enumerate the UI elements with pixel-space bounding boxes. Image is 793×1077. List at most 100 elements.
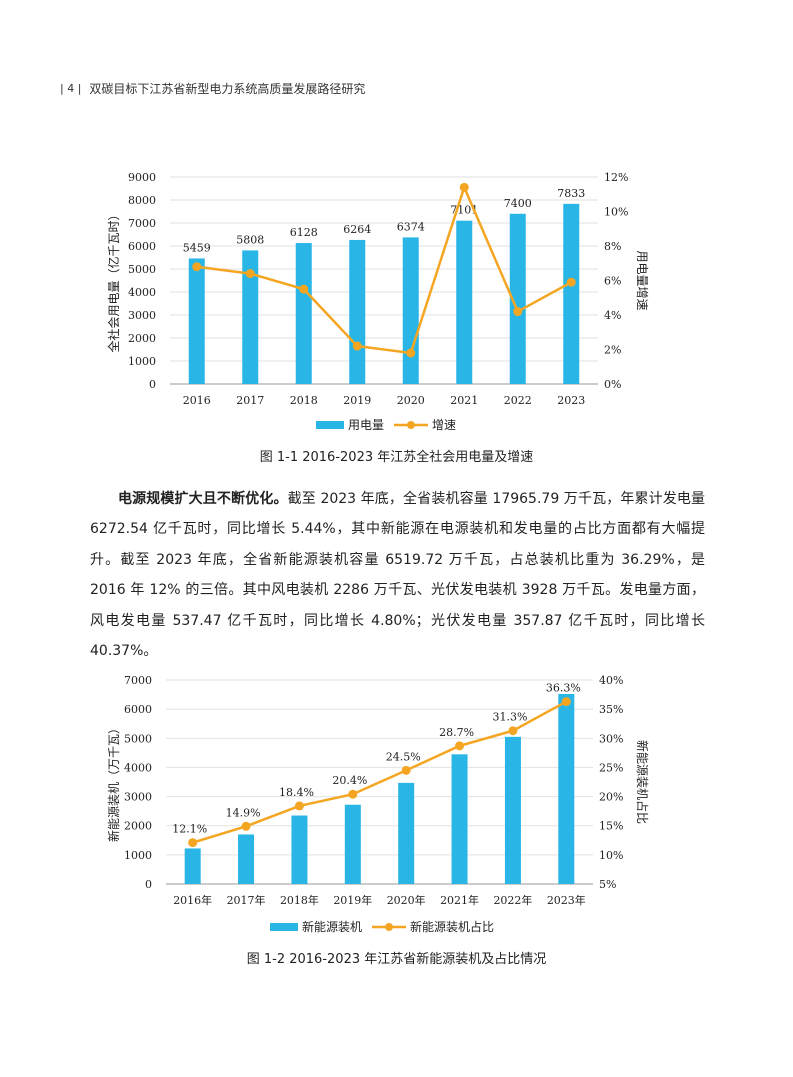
y-tick-label: 3000: [124, 791, 152, 804]
bar: [456, 220, 473, 384]
bar: [295, 243, 312, 384]
x-tick-label: 2016年: [173, 893, 212, 907]
y-tick-label: 7000: [128, 217, 156, 230]
line-point: [561, 697, 571, 707]
y-right-tick-label: 30%: [599, 732, 623, 745]
y-right-tick-label: 5%: [599, 878, 616, 891]
bar-data-label: 5808: [236, 233, 264, 246]
y-tick-label: 7000: [124, 674, 152, 687]
bar: [349, 239, 366, 384]
bar: [242, 250, 259, 384]
legend-label-bar: 新能源装机: [302, 919, 362, 934]
line-data-label: 36.3%: [546, 682, 581, 695]
bar-data-label: 6374: [397, 220, 425, 233]
bar: [398, 782, 415, 884]
line-point: [192, 262, 202, 272]
legend-label-bar: 用电量: [348, 418, 384, 432]
line-data-label: 28.7%: [439, 726, 474, 739]
bar: [563, 203, 580, 384]
line-data-label: 14.9%: [226, 806, 261, 819]
running-header: | 4 | 双碳目标下江苏省新型电力系统高质量发展路径研究: [60, 78, 365, 98]
x-tick-label: 2018: [290, 394, 318, 407]
y-right-tick-label: 10%: [604, 206, 628, 219]
paragraph-text: 截至 2023 年底，全省装机容量 17965.79 万千瓦，年累计发电量 62…: [90, 491, 706, 660]
legend-swatch-marker: [385, 923, 393, 931]
line-point: [459, 182, 469, 192]
y-right-tick-label: 4%: [604, 309, 621, 322]
y-tick-label: 0: [149, 378, 156, 391]
y-right-tick-label: 0%: [604, 378, 621, 391]
line-data-label: 18.4%: [279, 786, 314, 799]
y-tick-label: 5000: [124, 732, 152, 745]
paragraph-lead: 电源规模扩大且不断优化。: [118, 491, 288, 507]
y-tick-label: 4000: [124, 761, 152, 774]
x-tick-label: 2023: [557, 394, 585, 407]
y-right-tick-label: 12%: [604, 171, 628, 184]
x-tick-label: 2019年: [333, 893, 372, 907]
y-tick-label: 9000: [128, 171, 156, 184]
y-tick-label: 0: [145, 878, 152, 891]
y-right-tick-label: 40%: [599, 674, 623, 687]
legend-swatch-bar: [316, 421, 344, 429]
line-point: [188, 838, 198, 848]
y-right-tick-label: 25%: [599, 761, 623, 774]
figure-2-caption: 图 1-2 2016-2023 年江苏省新能源装机及占比情况: [246, 952, 547, 967]
bar: [402, 237, 419, 384]
bar: [291, 815, 308, 884]
y-right-tick-label: 6%: [604, 275, 621, 288]
bar: [344, 804, 361, 884]
bar-data-label: 7833: [557, 187, 585, 200]
x-tick-label: 2022: [504, 394, 532, 407]
bar: [451, 754, 468, 884]
bar-data-label: 7400: [504, 197, 532, 210]
legend-label-line: 新能源装机占比: [410, 919, 494, 934]
line-point: [348, 789, 358, 799]
page-number: | 4 |: [60, 81, 82, 95]
line-data-label: 31.3%: [492, 711, 527, 724]
line-point: [566, 277, 576, 287]
bar: [558, 693, 575, 884]
line-point: [299, 284, 309, 294]
bar: [188, 258, 205, 384]
y-tick-label: 4000: [128, 286, 156, 299]
y-tick-label: 2000: [128, 332, 156, 345]
y-tick-label: 6000: [124, 703, 152, 716]
body-paragraph: 电源规模扩大且不断优化。截至 2023 年底，全省装机容量 17965.79 万…: [90, 484, 705, 666]
x-tick-label: 2019: [343, 394, 371, 407]
x-tick-label: 2021: [450, 394, 478, 407]
line-point: [294, 801, 304, 811]
series-line: [196, 183, 572, 355]
line-data-label: 24.5%: [386, 750, 421, 763]
y-right-tick-label: 10%: [599, 849, 623, 862]
bar-data-label: 5459: [183, 241, 211, 254]
x-tick-label: 2018年: [280, 893, 319, 907]
line-point: [513, 307, 523, 317]
line-point: [455, 741, 465, 751]
legend-swatch-bar: [270, 923, 298, 931]
chart-1-svg: 0 1000 2000 3000 4000 5000 6000 7000 8000 9000 0% 2…: [106, 171, 649, 432]
y-right-tick-label: 2%: [604, 344, 621, 357]
legend-label-line: 增速: [432, 418, 456, 432]
series-line: [192, 700, 567, 844]
x-tick-label: 2021年: [440, 893, 479, 907]
x-tick-label: 2020: [397, 394, 425, 407]
line-data-label: 12.1%: [172, 823, 207, 836]
x-tick-label: 2023年: [547, 893, 586, 907]
bar: [504, 736, 521, 884]
y-tick-label: 6000: [128, 240, 156, 253]
chart-2-svg: 0 1000 2000 3000 4000 5000 6000 7000 5% 10% 15% 20%…: [106, 674, 650, 934]
figure-2-chart: 0 1000 2000 3000 4000 5000 6000 7000 5% 10% 15% 20%…: [0, 665, 793, 945]
line-point: [352, 341, 362, 351]
bar: [184, 848, 201, 884]
y-right-axis-title: 新能源装机占比: [635, 740, 650, 824]
line-point: [508, 726, 518, 736]
x-tick-label: 2017: [236, 394, 264, 407]
figure-1-caption: 图 1-1 2016-2023 年江苏全社会用电量及增速: [259, 450, 534, 465]
y-axis-title: 全社会用电量（亿千瓦时）: [106, 208, 121, 352]
y-tick-label: 3000: [128, 309, 156, 322]
y-tick-label: 5000: [128, 263, 156, 276]
y-tick-label: 1000: [128, 355, 156, 368]
bar-data-label: 6264: [343, 223, 371, 236]
x-tick-label: 2022年: [493, 893, 532, 907]
y-right-tick-label: 15%: [599, 820, 623, 833]
